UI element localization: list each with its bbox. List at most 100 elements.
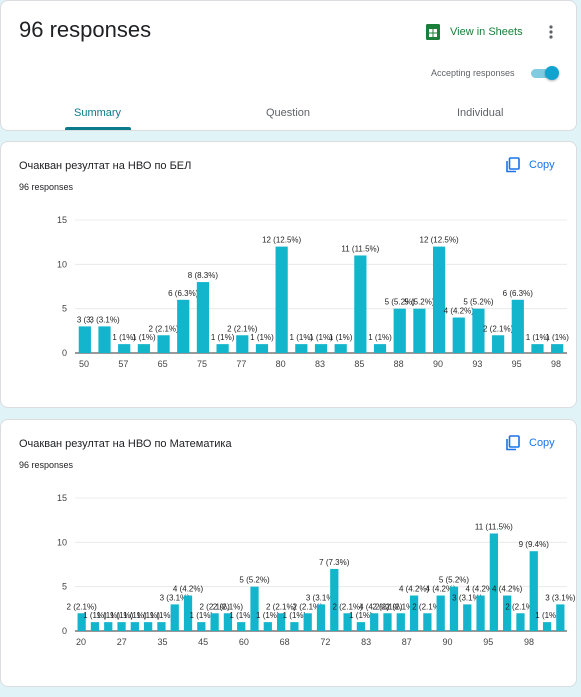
y-tick-label: 5	[62, 582, 67, 592]
chart-bar	[542, 622, 552, 631]
question-card-bel: Очакван резултат на НВО по БЕЛ 96 respon…	[0, 141, 577, 408]
chart-bar	[197, 622, 206, 631]
question-title: Очакван резултат на НВО по БЕЛ	[19, 160, 192, 172]
bar-data-label: 1 (1%)	[349, 611, 373, 620]
tab-individual[interactable]: Individual	[457, 107, 504, 119]
bar-data-label: 5 (5.2%)	[385, 298, 416, 307]
x-tick-label: 83	[361, 637, 371, 647]
bar-data-label: 7 (7.3%)	[319, 558, 350, 567]
chart-bar	[157, 622, 166, 631]
chart-bar	[452, 317, 465, 353]
chart-bar	[463, 604, 472, 631]
chart-bar	[529, 551, 538, 631]
chart-bar	[436, 595, 445, 631]
chart-bar	[290, 622, 299, 631]
x-tick-label: 90	[433, 359, 443, 369]
x-tick-label: 50	[79, 359, 89, 369]
chart-bar	[531, 344, 544, 353]
bar-data-label: 1 (1%)	[150, 611, 174, 620]
tab-summary[interactable]: Summary	[74, 107, 122, 119]
chart-bar	[516, 613, 525, 631]
bar-data-label: 1 (1%)	[112, 333, 136, 342]
bar-data-label: 1 (1%)	[368, 333, 392, 342]
y-tick-label: 0	[62, 348, 67, 358]
bar-data-label: 3 (3.1%)	[89, 315, 120, 324]
chart-bar	[183, 595, 193, 631]
bar-data-label: 2 (2.1%)	[227, 324, 258, 333]
copy-chart-button[interactable]: Copy	[506, 435, 555, 451]
copy-chart-button[interactable]: Copy	[506, 157, 555, 173]
x-tick-label: 60	[239, 637, 249, 647]
chart-bar	[130, 622, 139, 631]
sheets-icon	[426, 24, 440, 40]
bar-data-label: 5 (5.2%)	[463, 298, 494, 307]
copy-label: Copy	[529, 437, 555, 449]
bar-data-label: 4 (4.2%)	[444, 307, 475, 316]
y-tick-label: 0	[62, 626, 67, 636]
bar-data-label: 3 (3.1%)	[452, 593, 483, 602]
bar-data-label: 2 (2.1%)	[505, 602, 536, 611]
bar-data-label: 1 (1%)	[123, 611, 147, 620]
chart-bar	[413, 308, 426, 353]
bar-data-label: 1 (1%)	[535, 611, 559, 620]
chart-bar	[236, 335, 249, 353]
chart-bar	[449, 586, 459, 631]
chart-bar	[98, 326, 111, 353]
x-tick-label: 68	[280, 637, 290, 647]
chart-bar	[118, 344, 131, 353]
chart-bar	[409, 595, 419, 631]
bar-data-label: 2 (2.1%)	[372, 602, 403, 611]
accepting-responses-label: Accepting responses	[431, 68, 515, 78]
bar-data-label: 1 (1%)	[229, 611, 253, 620]
chart-bar	[157, 335, 170, 353]
question-card-math: Очакван резултат на НВО по Математика 96…	[0, 419, 577, 687]
chart-bar	[356, 622, 366, 631]
chart-bar	[237, 622, 246, 631]
bar-data-label: 1 (1%)	[250, 333, 274, 342]
chart-bar	[396, 613, 405, 631]
accepting-responses-toggle[interactable]	[529, 66, 559, 80]
chart-bar	[77, 613, 86, 631]
chart-bar	[383, 613, 392, 631]
chart-bar	[263, 622, 272, 631]
question-title: Очакван резултат на НВО по Математика	[19, 438, 232, 450]
x-tick-label: 27	[117, 637, 127, 647]
chart-bar	[314, 344, 328, 353]
page-title: 96 responses	[19, 17, 152, 42]
chart-bar	[472, 308, 485, 353]
bar-data-label: 4 (4.2%)	[173, 585, 204, 594]
view-in-sheets-button[interactable]: View in Sheets	[426, 23, 523, 41]
x-tick-label: 77	[236, 359, 246, 369]
y-tick-label: 5	[62, 304, 67, 314]
bar-data-label: 2 (2.1%)	[200, 602, 231, 611]
chart-bar	[303, 613, 312, 631]
chart-bar	[275, 246, 288, 353]
x-tick-label: 98	[551, 359, 561, 369]
tab-question[interactable]: Question	[266, 107, 311, 119]
x-tick-label: 57	[118, 359, 128, 369]
bar-data-label: 1 (1%)	[329, 333, 353, 342]
bar-data-label: 2 (2.1%)	[386, 602, 417, 611]
chart-bar	[492, 335, 505, 353]
bar-data-label: 11 (11.5%)	[475, 522, 513, 531]
chart-bar	[316, 604, 326, 631]
bar-data-label: 4 (4.2%)	[492, 585, 523, 594]
copy-label: Copy	[529, 159, 555, 171]
more-options-icon[interactable]	[544, 23, 558, 41]
bar-data-label: 9 (9.4%)	[519, 540, 550, 549]
bar-data-label: 3 (3.1%)	[545, 593, 576, 602]
x-tick-label: 90	[443, 637, 453, 647]
bar-data-label: 1 (1%)	[132, 333, 156, 342]
bar-data-label: 2 (2.1%)	[483, 324, 514, 333]
chart-bar	[393, 308, 406, 353]
summary-header-card: 96 responses View in Sheets Accepting re…	[0, 0, 577, 131]
bar-data-label: 11 (11.5%)	[341, 244, 379, 253]
bar-data-label: 4 (4.2%)	[399, 585, 430, 594]
bar-data-label: 4 (4.2%)	[359, 602, 390, 611]
chart-bar	[210, 613, 219, 631]
bar-data-label: 1 (1%)	[526, 333, 550, 342]
x-tick-label: 95	[512, 359, 522, 369]
